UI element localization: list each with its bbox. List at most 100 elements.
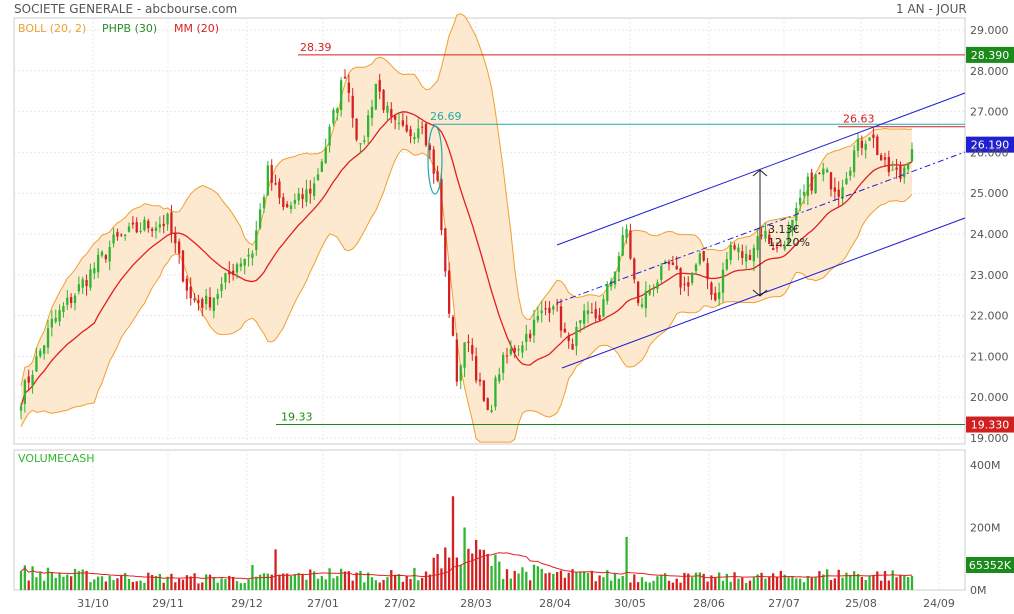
low-badge: 19.330 (971, 419, 1010, 432)
header-title: SOCIETE GENERALE - abcbourse.com (14, 2, 238, 16)
candle-body (390, 109, 393, 117)
volume-bar (339, 568, 343, 590)
candle-body (447, 270, 451, 314)
volume-bar (552, 573, 555, 590)
bollinger-upper (20, 13, 913, 387)
volume-bar (714, 577, 717, 590)
volume-bar (579, 572, 582, 590)
volume-bar (397, 573, 401, 590)
volume-bar (683, 572, 686, 590)
candle-body (147, 220, 150, 229)
volume-bar (525, 571, 528, 590)
volume-bar (536, 566, 540, 590)
candle-body (802, 191, 806, 196)
volume-bar (575, 572, 578, 590)
candle-body (879, 155, 883, 161)
candle-body (282, 197, 285, 208)
candle-body (355, 118, 358, 140)
volume-bar (278, 574, 281, 590)
candle-body (806, 176, 810, 196)
volume-bar (150, 574, 154, 590)
volume-bar (690, 577, 694, 590)
x-tick-label: 24/09 (923, 597, 955, 610)
candle-body (204, 295, 208, 305)
candle-body (640, 304, 644, 307)
high-badge: 28.390 (971, 49, 1010, 62)
header-period: 1 AN - JOUR (896, 2, 967, 16)
volume-bar (197, 583, 200, 590)
candle-body (143, 219, 146, 231)
candle-body (231, 270, 235, 275)
candle-body (347, 82, 351, 93)
volume-bar (837, 569, 840, 590)
volume-bar (640, 577, 644, 590)
volume-bar (154, 575, 158, 590)
candle-body (482, 380, 486, 401)
candle-body (825, 169, 829, 173)
candle-body (320, 161, 324, 172)
volume-bar (532, 564, 536, 590)
volume-bar (563, 577, 567, 590)
candle-body (328, 126, 331, 146)
candle-body (93, 268, 96, 274)
volume-bar (405, 576, 408, 590)
volume-bar (609, 580, 613, 590)
candle-body (552, 306, 555, 310)
candle-body (305, 189, 308, 202)
volume-bar (779, 570, 783, 590)
candle-body (744, 253, 748, 262)
volume-bar (363, 582, 366, 590)
candle-body (116, 232, 119, 237)
candle-body (166, 213, 169, 225)
volume-bar (555, 572, 559, 590)
volume-bar (193, 573, 196, 590)
volume-bar (733, 572, 736, 590)
volume-bar (895, 577, 898, 590)
volume-bar (243, 582, 246, 590)
candle-body (77, 284, 81, 292)
candle-body (174, 232, 177, 244)
volume-bar (833, 578, 837, 590)
volume-bar (212, 577, 216, 590)
candle-body (432, 149, 435, 174)
volume-bar (401, 581, 405, 590)
last-price-badge: 26.190 (971, 139, 1010, 152)
candle-body (617, 256, 621, 272)
volume-bar (112, 580, 115, 590)
candle-body (760, 235, 763, 237)
volume-bar (270, 574, 273, 590)
candle-body (409, 129, 412, 137)
candle-body (181, 250, 185, 282)
volume-bar (93, 579, 96, 590)
volume-bar (721, 580, 725, 590)
volume-bar (802, 582, 806, 590)
volume-bar (282, 573, 285, 590)
candle-body (602, 299, 605, 317)
candle-body (39, 350, 42, 357)
volume-bar (822, 574, 825, 590)
candle-body (96, 254, 100, 273)
candle-body (737, 247, 740, 253)
candle-body (212, 297, 216, 311)
volume-bar (417, 580, 420, 590)
candle-body (860, 140, 864, 148)
candle-body (559, 306, 563, 331)
volume-bar (96, 576, 100, 590)
candle-body (868, 137, 871, 141)
volume-bar (262, 573, 266, 590)
candle-body (424, 123, 428, 146)
volume-bar (474, 540, 478, 590)
volume-bar (285, 573, 289, 590)
volume-bar (586, 572, 590, 590)
candle-body (710, 282, 713, 295)
y-tick-label: 22.000 (970, 310, 1009, 323)
volume-bar (347, 571, 351, 590)
volume-bar (540, 568, 543, 590)
volume-bar (266, 573, 270, 590)
candle-body (201, 299, 204, 308)
candle-body (154, 227, 158, 231)
candle-body (312, 183, 316, 196)
candle-body (771, 248, 775, 251)
volume-bar (120, 575, 123, 590)
volume-bar (351, 580, 354, 590)
